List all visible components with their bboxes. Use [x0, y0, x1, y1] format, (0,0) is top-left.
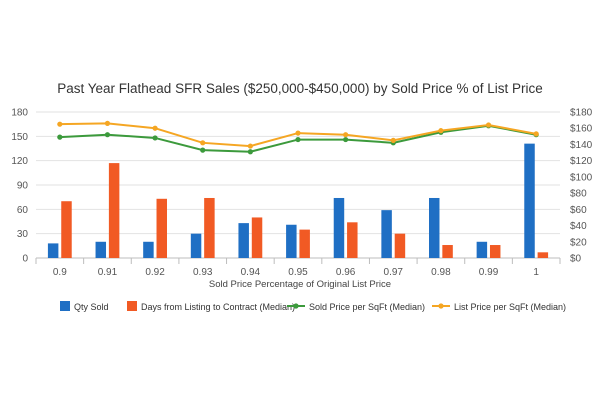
- right-tick-label: $0: [570, 254, 582, 265]
- bar-qty-sold: [238, 223, 249, 258]
- x-tick-label: 0.9: [53, 267, 67, 278]
- bar-days-to-contract: [442, 245, 453, 258]
- bar-days-to-contract: [537, 252, 549, 258]
- x-axis-ticks: 0.9 0.91 0.92 0.93 0.94 0.95 0.96 0.97 0.98 0.99 1: [35, 258, 561, 278]
- bar-days-to-contract: [204, 197, 215, 258]
- right-tick-label: $140: [570, 140, 593, 151]
- left-tick-label: 60: [17, 205, 29, 216]
- point-list-price-sqft: [390, 137, 396, 143]
- legend-label: Days from Listing to Contract (Median): [141, 302, 295, 312]
- bar-qty-sold: [190, 233, 202, 258]
- x-tick-label: 0.97: [384, 267, 404, 278]
- x-tick-label: 0.99: [479, 267, 499, 278]
- point-sold-price-sqft: [247, 149, 253, 155]
- bar-days-to-contract: [299, 229, 310, 258]
- legend-swatch-marker: [438, 303, 444, 309]
- legend-swatch-marker: [293, 303, 299, 309]
- point-list-price-sqft: [438, 128, 444, 134]
- legend-label: List Price per SqFt (Median): [454, 302, 566, 312]
- bar-qty-sold: [381, 210, 392, 258]
- bar-days-to-contract: [61, 201, 72, 258]
- bar-qty-sold: [143, 241, 154, 258]
- x-tick-label: 0.95: [288, 267, 308, 278]
- legend-label: Sold Price per SqFt (Median): [309, 302, 425, 312]
- bar-days-to-contract: [251, 217, 263, 258]
- point-sold-price-sqft: [152, 135, 158, 141]
- right-tick-label: $120: [570, 156, 593, 167]
- bar-qty-sold: [95, 241, 107, 258]
- point-list-price-sqft: [247, 143, 253, 149]
- bar-qty-sold: [429, 197, 440, 258]
- left-axis-ticks: 0 30 60 90 120 150 180: [11, 108, 28, 265]
- point-sold-price-sqft: [200, 147, 206, 153]
- legend-label: Qty Sold: [74, 302, 109, 312]
- point-sold-price-sqft: [295, 136, 301, 143]
- x-tick-label: 0.93: [193, 267, 213, 278]
- bar-days-to-contract: [108, 163, 120, 258]
- point-list-price-sqft: [104, 120, 111, 126]
- bar-days-to-contract: [347, 222, 358, 258]
- point-list-price-sqft: [485, 122, 492, 128]
- right-tick-label: $40: [570, 221, 587, 232]
- point-sold-price-sqft: [343, 136, 349, 143]
- point-list-price-sqft: [152, 125, 158, 131]
- bar-days-to-contract: [489, 245, 501, 258]
- legend-swatch: [127, 301, 137, 311]
- point-list-price-sqft: [57, 121, 63, 127]
- point-list-price-sqft: [343, 132, 349, 138]
- lines: [57, 120, 539, 155]
- chart-title: Past Year Flathead SFR Sales ($250,000-$…: [57, 81, 543, 96]
- bar-qty-sold: [333, 197, 345, 258]
- left-tick-label: 180: [11, 108, 28, 119]
- right-tick-label: $100: [570, 172, 593, 183]
- bar-qty-sold: [47, 243, 59, 258]
- point-sold-price-sqft: [104, 132, 111, 138]
- bar-qty-sold: [524, 143, 535, 258]
- right-axis-ticks: $0 $20 $40 $60 $80 $100 $120 $140 $160 $180: [570, 108, 593, 265]
- right-tick-label: $20: [570, 237, 587, 248]
- left-tick-label: 90: [17, 181, 29, 192]
- x-tick-label: 0.96: [336, 267, 356, 278]
- x-axis-label: Sold Price Percentage of Original List P…: [209, 279, 391, 290]
- legend-swatch: [60, 301, 70, 311]
- bar-qty-sold: [476, 241, 488, 258]
- left-tick-label: 0: [22, 254, 28, 265]
- point-list-price-sqft: [295, 130, 301, 136]
- left-tick-label: 30: [17, 229, 29, 240]
- point-list-price-sqft: [533, 131, 539, 137]
- x-tick-label: 1: [533, 267, 539, 278]
- bars: [47, 143, 549, 258]
- bar-days-to-contract: [156, 198, 167, 258]
- x-tick-label: 0.94: [241, 267, 261, 278]
- point-sold-price-sqft: [57, 134, 63, 140]
- x-tick-label: 0.91: [98, 267, 118, 278]
- bar-days-to-contract: [394, 233, 406, 258]
- left-tick-label: 120: [11, 156, 28, 167]
- x-tick-label: 0.92: [145, 267, 165, 278]
- right-tick-label: $60: [570, 205, 587, 216]
- left-tick-label: 150: [11, 132, 28, 143]
- right-tick-label: $80: [570, 189, 587, 200]
- bar-qty-sold: [286, 224, 297, 258]
- legend: Qty Sold Days from Listing to Contract (M…: [60, 301, 566, 312]
- right-tick-label: $160: [570, 124, 593, 135]
- right-tick-label: $180: [570, 108, 593, 119]
- point-list-price-sqft: [200, 140, 206, 146]
- x-tick-label: 0.98: [431, 267, 451, 278]
